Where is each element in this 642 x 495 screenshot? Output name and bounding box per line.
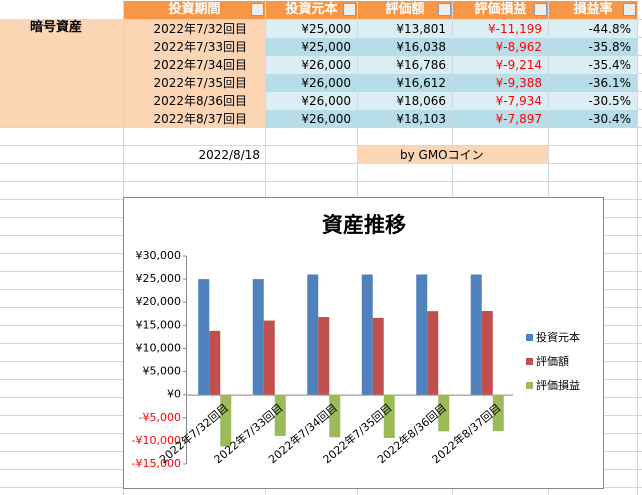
bar [318, 317, 330, 395]
cell: ¥26,000 [266, 56, 357, 74]
cell: -35.4% [549, 56, 637, 74]
cell: ¥26,000 [266, 110, 357, 128]
cell: ¥26,000 [266, 74, 357, 92]
legend-label: 評価額 [536, 354, 569, 368]
bar [383, 394, 395, 439]
bar [198, 279, 210, 395]
y-tick-label: -¥5,000 [139, 411, 181, 424]
bar [307, 274, 319, 395]
y-tick-label: ¥20,000 [136, 295, 182, 308]
legend-label: 投資元本 [536, 330, 580, 344]
cell: 2022年7/33回目 [124, 38, 265, 56]
cell: -35.8% [549, 38, 637, 56]
legend-swatch [526, 334, 533, 341]
filter-button[interactable] [343, 3, 356, 16]
bar [416, 274, 428, 395]
cell: ¥-9,388 [453, 74, 548, 92]
y-tick-label: ¥15,000 [136, 318, 182, 331]
cell: 投資元本 [266, 1, 357, 19]
cell: 2022年7/35回目 [124, 74, 265, 92]
bar [372, 317, 384, 395]
cell: 2022/8/18 [198, 148, 260, 162]
cell: 2022年8/37回目 [124, 110, 265, 128]
cell [0, 19, 123, 127]
cell: -36.1% [549, 74, 637, 92]
cell: 評価損益 [453, 1, 548, 19]
filter-button[interactable] [438, 3, 451, 16]
y-tick-label: -¥10,000 [132, 434, 181, 447]
chart-title: 資産推移 [322, 213, 406, 237]
cell: 2022年7/34回目 [124, 56, 265, 74]
cell: ¥16,612 [358, 74, 452, 92]
cell: ¥25,000 [266, 38, 357, 56]
bar [209, 330, 221, 395]
bar [263, 320, 275, 395]
legend-label: 評価損益 [536, 378, 580, 392]
cell: ¥-8,962 [453, 38, 548, 56]
y-tick-label: ¥0 [167, 388, 181, 401]
y-tick-label: ¥25,000 [136, 272, 182, 285]
y-tick-label: ¥10,000 [136, 341, 182, 354]
bar [427, 311, 439, 395]
bar [470, 274, 482, 395]
cell: ¥26,000 [266, 92, 357, 110]
cell: 評価額 [358, 1, 452, 19]
cell: ¥16,038 [358, 38, 452, 56]
legend-swatch [526, 358, 533, 365]
legend-swatch [526, 382, 533, 389]
cell: 損益率 [549, 1, 637, 19]
cell: -30.4% [549, 110, 637, 128]
cell: ¥-7,934 [453, 92, 548, 110]
chart: 資産推移 -¥15,000 -¥10,000 -¥5,000 ¥0 ¥5,000 ¥10,… [123, 197, 604, 489]
bar [220, 394, 232, 447]
bar [329, 394, 341, 438]
cell: -44.8% [549, 20, 637, 38]
cell: ¥-7,897 [453, 110, 548, 128]
cell: ¥-9,214 [453, 56, 548, 74]
cell: ¥18,103 [358, 110, 452, 128]
cell: 暗号資産 [30, 20, 83, 35]
cell: ¥16,786 [358, 56, 452, 74]
cell: ¥13,801 [358, 20, 452, 38]
y-tick-label: ¥5,000 [143, 365, 182, 378]
bar [274, 394, 286, 437]
cell: 投資期間 [124, 1, 265, 19]
bar [492, 394, 504, 432]
bar [361, 274, 373, 395]
cell: ¥25,000 [266, 20, 357, 38]
cell: ¥-11,199 [453, 20, 548, 38]
y-tick-label: ¥30,000 [136, 249, 182, 262]
bar [438, 394, 450, 432]
y-tick-label: -¥15,000 [132, 457, 181, 470]
bar [481, 310, 493, 395]
cell: ¥18,066 [358, 92, 452, 110]
bar [252, 279, 264, 395]
cell: 2022年7/32回目 [124, 20, 265, 38]
filter-button[interactable] [534, 3, 547, 16]
cell: -30.5% [549, 92, 637, 110]
filter-button[interactable] [623, 3, 636, 16]
cell: by GMOコイン [358, 146, 548, 164]
filter-button[interactable] [251, 3, 264, 16]
cell: 2022年8/36回目 [124, 92, 265, 110]
